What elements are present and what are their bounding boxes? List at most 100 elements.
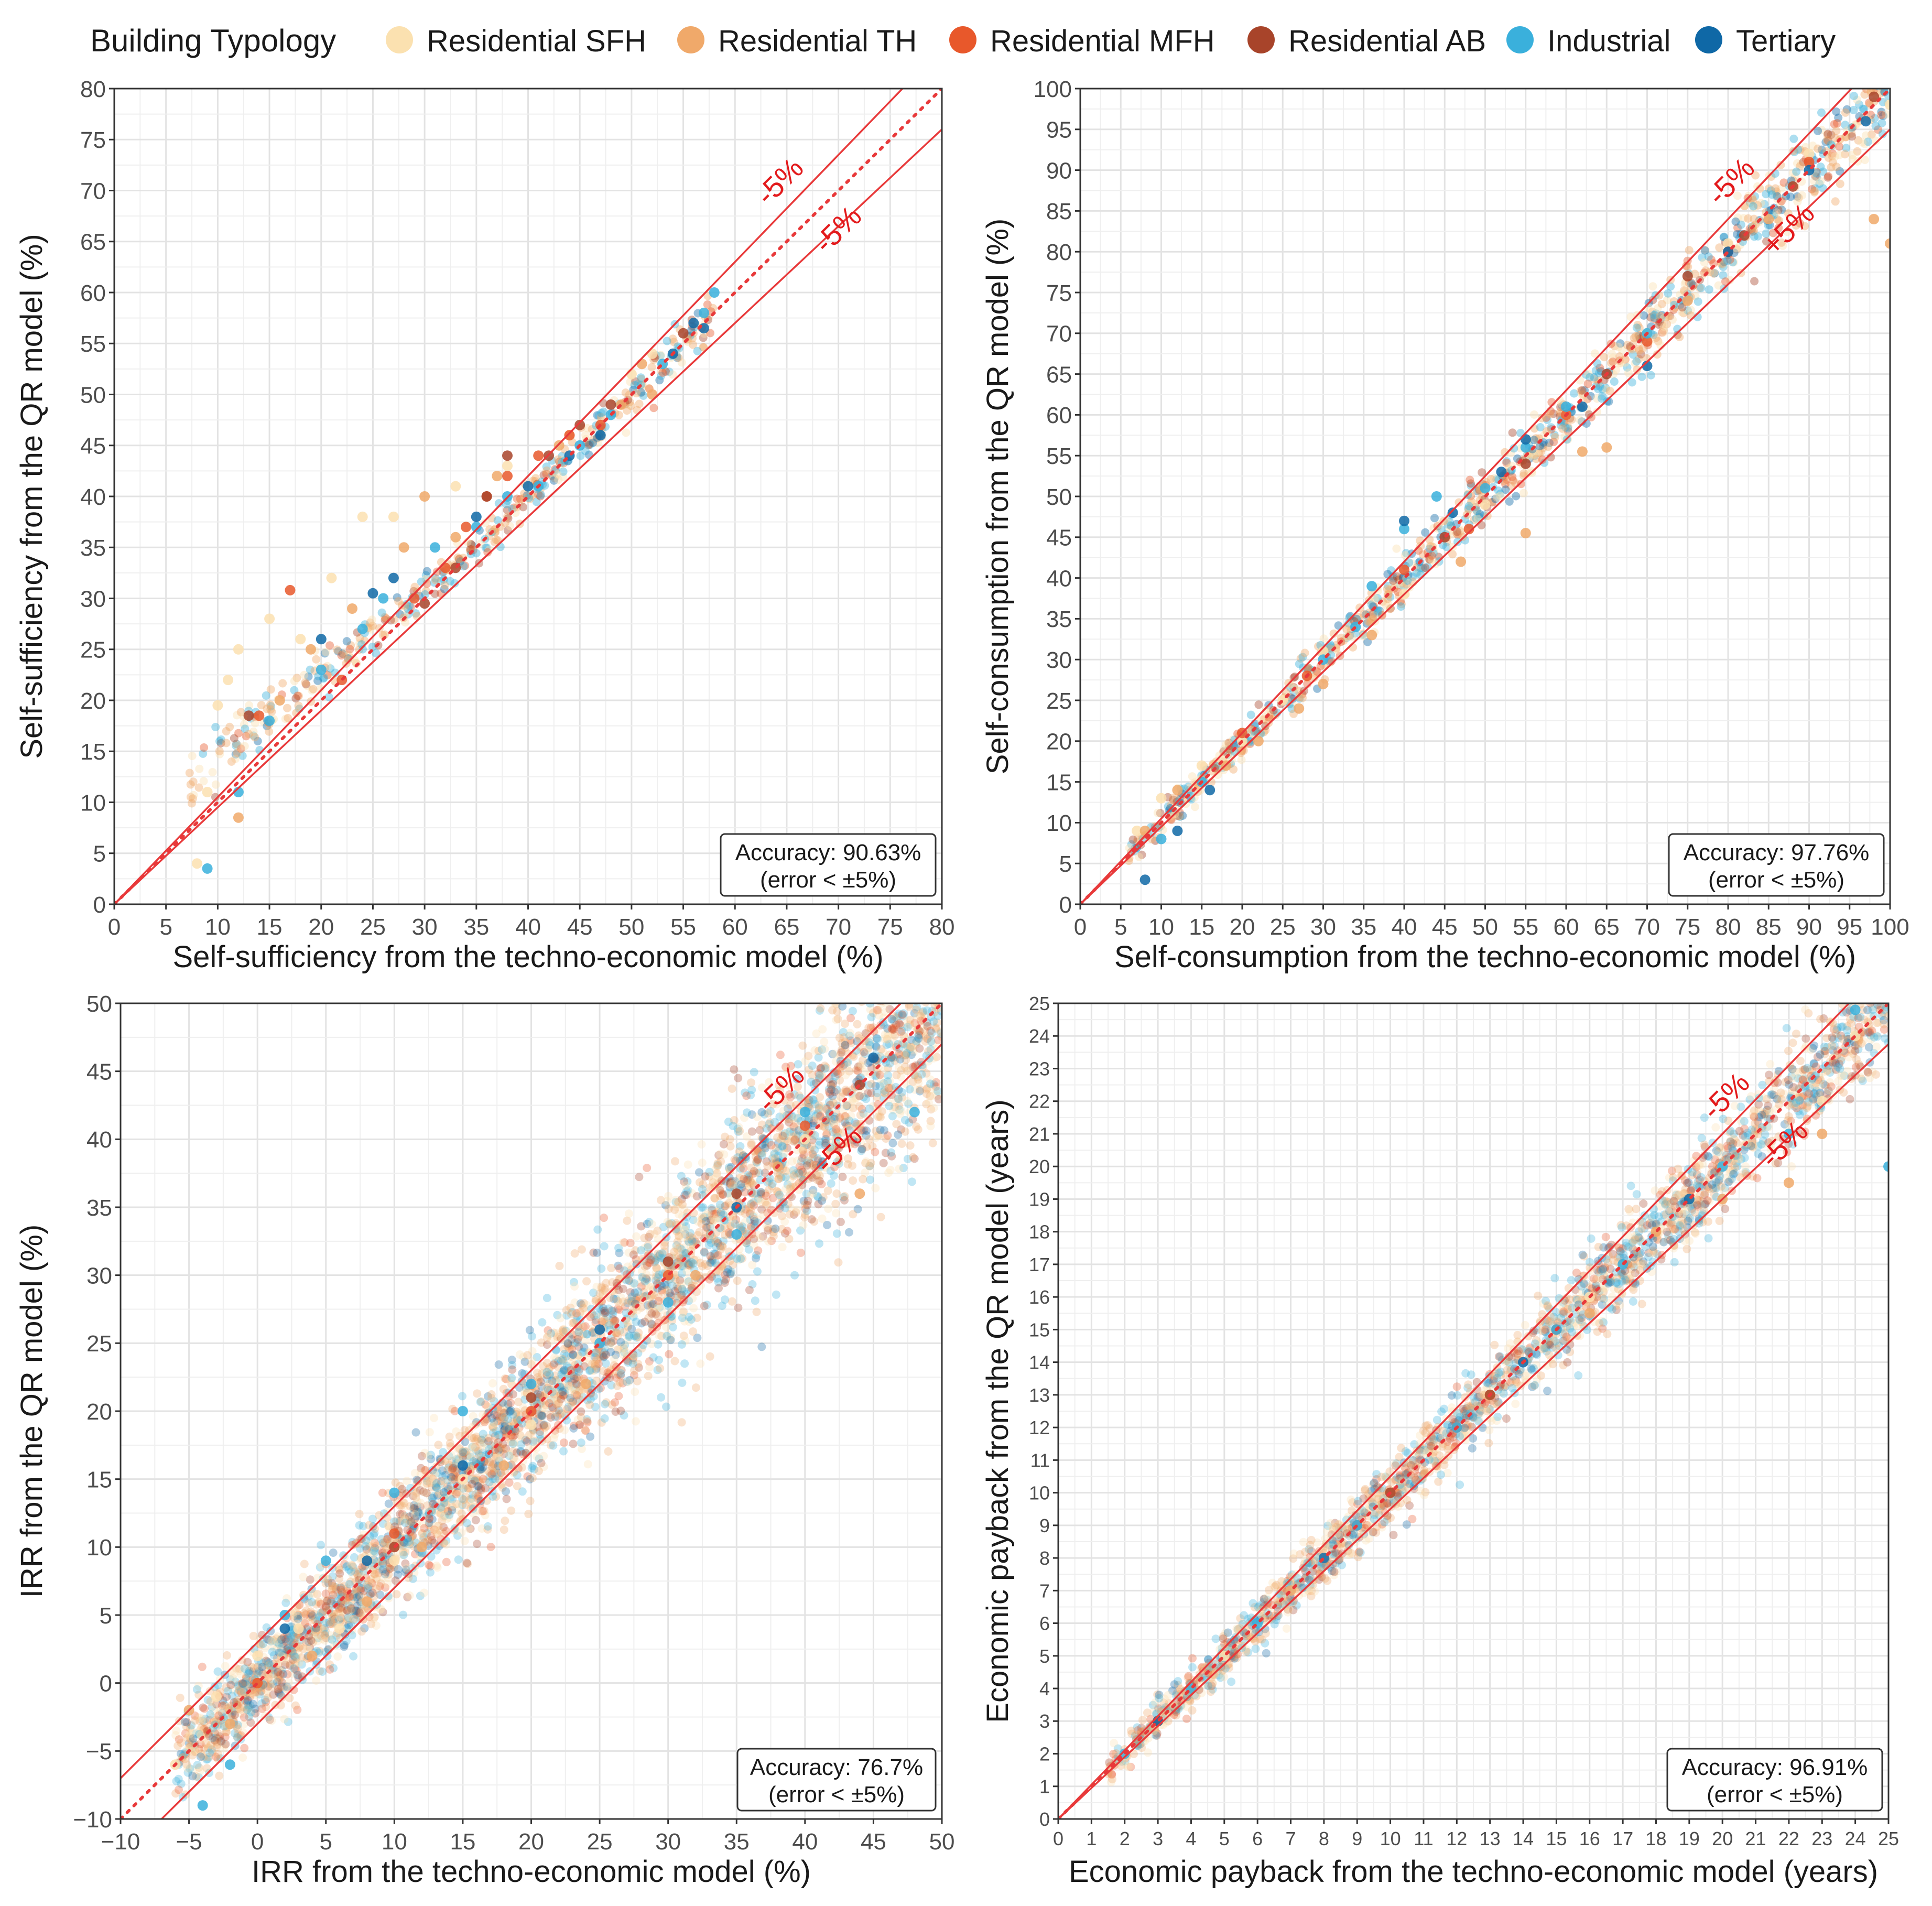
point-industrial-7	[1480, 483, 1491, 494]
x-tick-label-10: 50	[1472, 914, 1498, 940]
y-tick-label-10: 50	[80, 382, 106, 408]
point-residential-sfh-14	[647, 348, 658, 359]
point-residential-th-0	[233, 812, 244, 823]
point-industrial-10	[1883, 1161, 1888, 1172]
x-axis-title: Self-consumption from the techno-economi…	[1114, 940, 1856, 974]
point-tertiary-0	[1139, 874, 1150, 885]
point-residential-mfh-1	[389, 1528, 400, 1539]
y-tick-label-15: 75	[1046, 280, 1072, 306]
y-tick-label-14: 70	[1046, 321, 1072, 347]
point-residential-mfh-8	[533, 450, 544, 461]
upper-band-line	[121, 1003, 903, 1779]
x-tick-label-14: 14	[1513, 1828, 1534, 1849]
point-tertiary-6	[595, 430, 606, 441]
x-tick-label-25: 25	[1878, 1828, 1899, 1849]
accuracy-value: Accuracy: 97.76%	[1684, 840, 1870, 865]
x-tick-label-13: 65	[774, 914, 799, 940]
y-tick-label-13: 65	[80, 230, 106, 255]
accuracy-value: Accuracy: 76.7%	[750, 1755, 923, 1780]
y-tick-label-11: 45	[86, 1059, 112, 1085]
point-residential-th-8	[1520, 528, 1531, 538]
accuracy-error-note: (error < ±5%)	[1708, 867, 1844, 893]
x-tick-label-5: 25	[360, 914, 386, 940]
point-residential-ab-2	[663, 1256, 674, 1267]
point-tertiary-8	[688, 318, 699, 329]
point-industrial-8	[1783, 1129, 1794, 1139]
x-tick-label-8: 40	[515, 914, 541, 940]
point-tertiary-2	[388, 572, 399, 583]
axis-ticks: 0 1 2 3 4 5 6 7 8 9 10 11 12 13 14 15 16 17 18 19 20 21 22 23 24…	[1029, 993, 1899, 1849]
y-tick-label-11: 11	[1030, 1449, 1050, 1471]
x-axis-title: IRR from the techno-economic model (%)	[252, 1855, 811, 1889]
x-tick-label-1: 1	[1086, 1828, 1097, 1849]
point-industrial-7	[471, 522, 482, 533]
y-tick-label-18: 18	[1029, 1221, 1050, 1243]
y-axis-title: Self-sufficiency from the QR model (%)	[15, 234, 49, 759]
point-residential-sfh-8	[357, 511, 368, 522]
point-industrial-0	[197, 1800, 208, 1811]
lower-band-line	[114, 128, 942, 904]
y-tick-label-8: 40	[1046, 566, 1072, 591]
y-tick-label-4: 4	[1039, 1678, 1050, 1699]
upper-band-line	[1080, 89, 1853, 904]
y-tick-label-18: 90	[1046, 158, 1072, 183]
point-industrial-1	[224, 1759, 235, 1770]
point-industrial-9	[731, 1229, 742, 1240]
x-tick-label-22: 22	[1778, 1828, 1799, 1849]
point-tertiary-1	[367, 588, 378, 599]
identity-line	[1080, 89, 1890, 904]
point-residential-th-7	[492, 471, 503, 482]
x-tick-label-0: 0	[1074, 914, 1087, 940]
y-tick-label-6: 6	[1039, 1613, 1050, 1634]
point-industrial-5	[1399, 524, 1409, 535]
y-tick-label-13: 65	[1046, 362, 1072, 387]
point-residential-mfh-4	[799, 1120, 810, 1131]
x-tick-label-20: 100	[1871, 914, 1909, 940]
chart-economic-payback: -5%-5%0 1 2 3 4 5 6 7 8 9 10 11 12 13 14 15 16 17 18 19 20 21…	[981, 993, 1899, 1889]
x-tick-label-3: 5	[320, 1829, 332, 1855]
y-tick-label-12: 50	[86, 991, 112, 1017]
x-tick-label-13: 13	[1480, 1828, 1501, 1849]
y-tick-label-9: 45	[1046, 525, 1072, 551]
x-tick-label-7: 7	[1286, 1828, 1296, 1849]
point-residential-th-5	[419, 491, 430, 502]
point-residential-ab-4	[502, 450, 513, 461]
upper-band-line	[114, 89, 904, 904]
legend-label-1: Residential TH	[718, 24, 917, 58]
x-tick-label-3: 15	[257, 914, 283, 940]
y-tick-label-23: 23	[1029, 1058, 1050, 1079]
accuracy-value: Accuracy: 90.63%	[735, 840, 921, 865]
point-residential-th-4	[398, 542, 409, 553]
legend-swatch-3	[1247, 26, 1275, 53]
legend-swatch-1	[677, 26, 704, 53]
legend-swatch-2	[949, 26, 976, 53]
x-tick-label-24: 24	[1845, 1828, 1866, 1849]
point-residential-mfh-7	[502, 471, 513, 482]
accuracy-error-note: (error < ±5%)	[768, 1782, 905, 1807]
point-residential-th-10	[636, 359, 647, 370]
point-residential-th-2	[306, 644, 316, 655]
series-points	[191, 287, 720, 874]
point-tertiary-4	[523, 481, 534, 492]
y-tick-label-15: 75	[80, 127, 106, 153]
point-residential-sfh-11	[1804, 148, 1815, 159]
y-tick-label-0: 0	[93, 892, 106, 918]
point-residential-th-7	[1456, 556, 1467, 567]
point-residential-sfh-12	[1885, 100, 1890, 111]
y-tick-label-4: 20	[80, 688, 106, 714]
x-tick-label-12: 60	[722, 914, 748, 940]
point-tertiary-3	[1399, 515, 1409, 526]
point-residential-sfh-7	[526, 1419, 537, 1430]
point-residential-sfh-3	[293, 1623, 304, 1634]
point-industrial-8	[1520, 442, 1531, 453]
point-industrial-9	[1850, 1004, 1861, 1015]
point-residential-th-12	[1763, 214, 1774, 224]
accuracy-box: Accuracy: 96.91%(error < ±5%)	[1666, 1748, 1883, 1812]
y-tick-label-2: 10	[1046, 810, 1072, 836]
x-tick-label-1: −5	[176, 1829, 202, 1855]
y-tick-label-8: 8	[1039, 1547, 1050, 1569]
point-residential-ab-1	[526, 1392, 537, 1403]
point-residential-th-4	[362, 1596, 373, 1607]
accuracy-box: Accuracy: 76.7%(error < ±5%)	[736, 1748, 937, 1812]
y-tick-label-12: 60	[80, 280, 106, 306]
